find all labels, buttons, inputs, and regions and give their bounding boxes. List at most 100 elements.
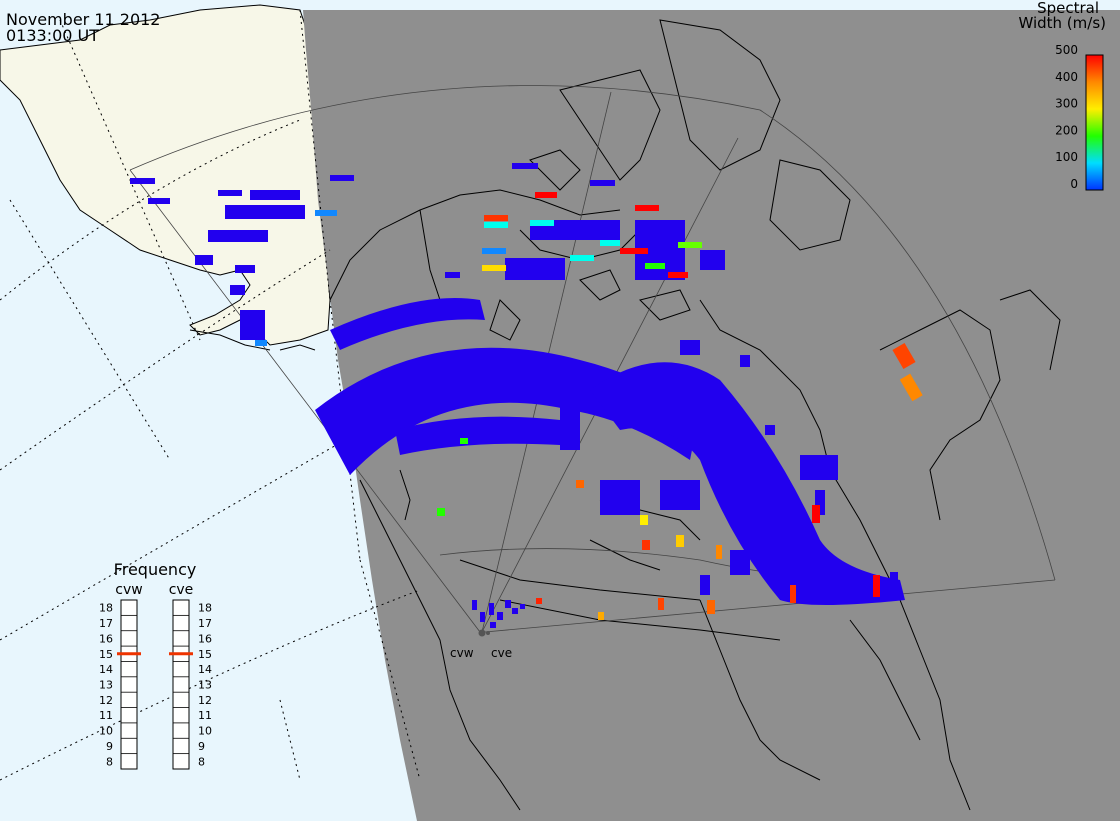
echo-cell — [812, 505, 820, 523]
echo-cell — [505, 258, 565, 280]
frequency-tick-label: 13 — [99, 679, 113, 692]
frequency-tick-label: 8 — [106, 755, 113, 768]
time-label: 0133:00 UT — [6, 26, 99, 45]
echo-cell — [890, 572, 898, 594]
frequency-ticks: 18 18 17 17 16 16 15 15 14 14 13 13 12 12 11 11 10 10 9 9 8 8 — [99, 602, 212, 769]
legend-ticks: 500 400 300 200 100 0 — [1055, 43, 1078, 191]
frequency-tick-label: 12 — [198, 694, 212, 707]
legend-tick-label: 0 — [1070, 177, 1078, 191]
legend-colorbar — [1085, 54, 1104, 191]
frequency-tick-label: 13 — [198, 679, 212, 692]
echo-cell — [484, 215, 508, 221]
echo-band-north-outer — [330, 298, 485, 350]
frequency-gauge-cve — [172, 599, 190, 770]
legend-tick-label: 100 — [1055, 150, 1078, 164]
frequency-tick-label: 9 — [106, 740, 113, 753]
echo-cell — [484, 222, 508, 228]
echoes-near-sites — [472, 600, 525, 628]
echo-cell — [130, 178, 155, 184]
frequency-tick-label: 18 — [99, 602, 113, 615]
coastlines — [189, 19, 1061, 811]
echo-cell — [660, 480, 700, 510]
echo-cell — [230, 285, 245, 295]
fov-outer-arc — [129, 85, 1056, 581]
frequency-panel: Frequency cvw cve 18 18 17 17 16 16 15 15 14 14 13… — [99, 560, 212, 770]
datetime-header: November 11 2012 0133:00 UT — [6, 10, 160, 45]
date-label: November 11 2012 — [6, 10, 160, 29]
frequency-tick-label: 16 — [99, 632, 113, 645]
echoes-east-radar — [590, 340, 905, 605]
echo-cell — [892, 342, 916, 370]
echo-band-east — [590, 362, 905, 605]
echo-cell — [225, 205, 305, 219]
echo-cell — [899, 373, 923, 402]
legend-tick-label: 400 — [1055, 70, 1078, 84]
echo-cell — [560, 380, 580, 450]
echoes-west-radar — [130, 175, 700, 515]
echo-cell — [240, 310, 265, 340]
echo-cell — [512, 163, 538, 169]
echo-cell — [255, 340, 267, 346]
echo-cell — [195, 255, 213, 265]
echo-cell — [536, 598, 542, 604]
echo-cell — [676, 535, 684, 547]
legend-tick-label: 200 — [1055, 123, 1078, 137]
frequency-tick-label: 14 — [99, 663, 113, 676]
echo-cell — [437, 508, 445, 516]
site-label-cvw: cvw — [450, 646, 474, 660]
echo-cell — [530, 220, 554, 226]
echo-cell — [658, 598, 664, 610]
echo-cell — [482, 248, 506, 254]
frequency-tick-label: 17 — [99, 617, 113, 630]
radar-sites: cvw cve — [450, 629, 512, 660]
frequency-tick-label: 9 — [198, 740, 205, 753]
legend-title-line1: Spectral — [1037, 0, 1099, 17]
echo-cell — [800, 455, 838, 480]
frequency-tick-label: 10 — [198, 725, 212, 738]
echo-cell — [315, 210, 337, 216]
frequency-tick-label: 14 — [198, 663, 212, 676]
echo-cell — [716, 545, 722, 559]
frequency-title: Frequency — [114, 560, 197, 579]
echo-cell — [740, 355, 750, 367]
echo-cell — [576, 480, 584, 488]
echo-cell — [570, 255, 594, 261]
echo-cell — [148, 198, 170, 204]
echo-cell — [208, 230, 268, 242]
echo-cell — [250, 190, 300, 200]
echo-cell — [642, 540, 650, 550]
echo-cell — [600, 240, 620, 246]
frequency-tick-label: 11 — [99, 709, 113, 722]
echo-cell — [590, 180, 615, 186]
echo-cell — [700, 575, 710, 595]
legend-title-line2: Width (m/s) — [1018, 14, 1106, 32]
echo-cell — [330, 175, 354, 181]
legend-tick-label: 500 — [1055, 43, 1078, 57]
frequency-radar-label-cve: cve — [169, 582, 194, 598]
echo-cell — [730, 550, 750, 575]
site-marker-cve — [486, 631, 490, 635]
frequency-tick-label: 11 — [198, 709, 212, 722]
echo-cell — [640, 515, 648, 525]
legend-tick-label: 300 — [1055, 97, 1078, 111]
echo-cell — [482, 265, 506, 271]
echo-band-south — [395, 416, 560, 455]
echo-cell — [620, 248, 648, 254]
echo-cell — [707, 600, 715, 614]
site-label-cve: cve — [491, 646, 512, 660]
echoes-scattered — [255, 340, 923, 620]
frequency-radar-label-cvw: cvw — [115, 582, 142, 598]
frequency-tick-label: 15 — [198, 648, 212, 661]
frequency-tick-label: 18 — [198, 602, 212, 615]
echo-cell — [668, 272, 688, 278]
frequency-tick-label: 15 — [99, 648, 113, 661]
echo-cell — [873, 575, 880, 597]
echo-cell — [678, 242, 702, 248]
echo-band-north — [315, 347, 700, 475]
frequency-tick-label: 8 — [198, 755, 205, 768]
frequency-tick-label: 16 — [198, 632, 212, 645]
echo-cell — [815, 490, 825, 515]
fov-east-edge — [484, 579, 1056, 633]
echo-cell — [460, 438, 468, 444]
